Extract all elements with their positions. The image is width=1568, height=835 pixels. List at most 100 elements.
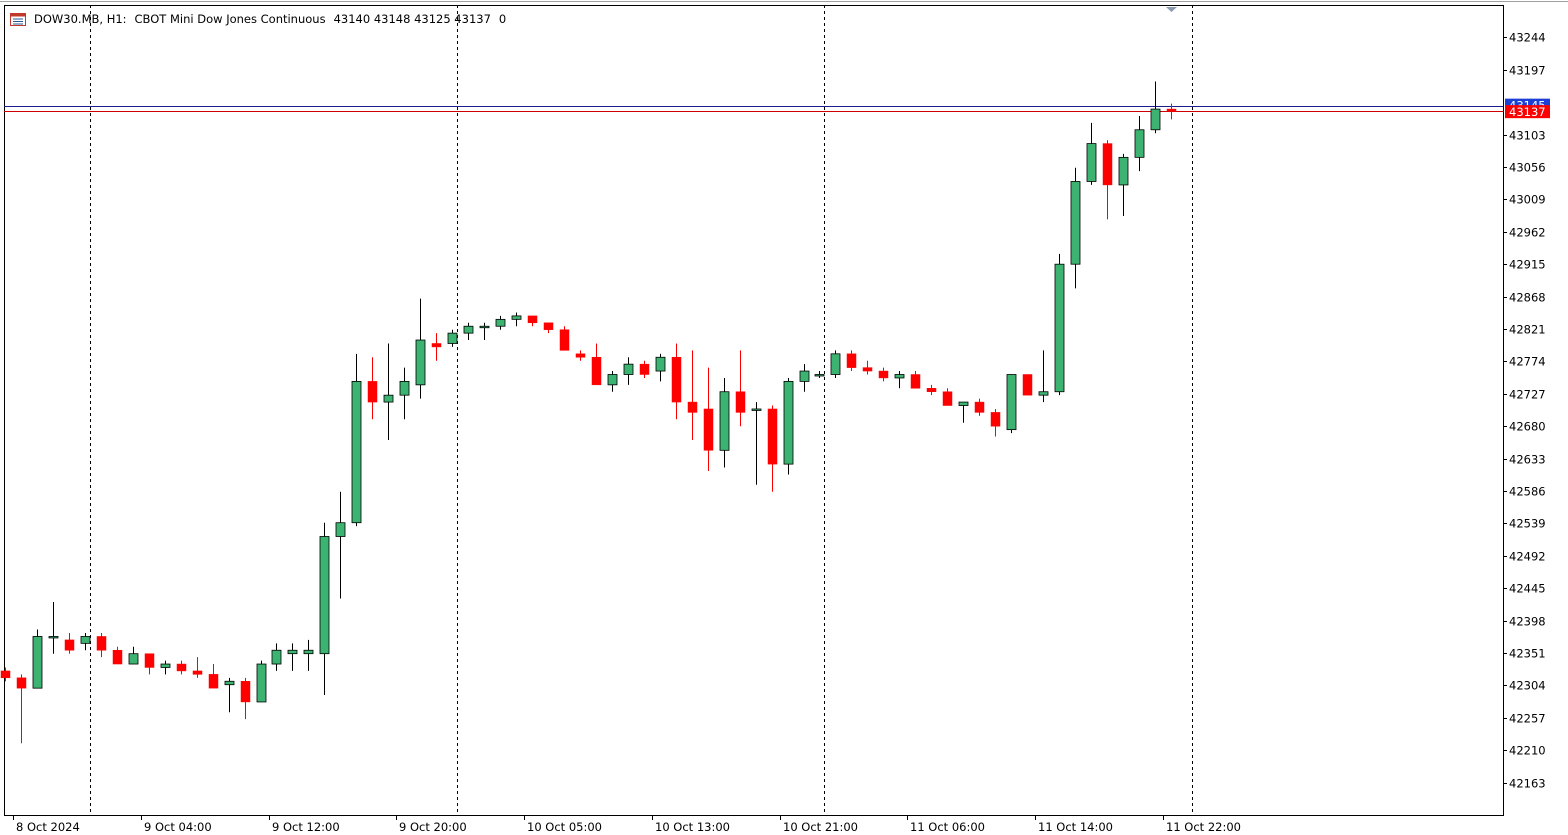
candle bbox=[1118, 153, 1129, 216]
chart-window-icon bbox=[10, 12, 26, 26]
candle bbox=[144, 653, 155, 675]
candle bbox=[894, 371, 905, 389]
candle bbox=[48, 601, 59, 654]
candle-body bbox=[96, 636, 107, 651]
time-tick-label: 9 Oct 04:00 bbox=[144, 820, 212, 834]
candle-body bbox=[511, 315, 522, 320]
candle-body bbox=[783, 380, 794, 465]
instrument-name: CBOT Mini Dow Jones Continuous bbox=[134, 12, 326, 26]
candle bbox=[383, 343, 394, 440]
candle-body bbox=[687, 401, 698, 413]
candle-body bbox=[910, 374, 921, 389]
candle bbox=[543, 322, 554, 334]
candle bbox=[814, 371, 825, 378]
candle bbox=[783, 377, 794, 475]
candle-body bbox=[48, 636, 59, 639]
candle-body bbox=[367, 381, 378, 403]
candle bbox=[1022, 374, 1033, 396]
candle bbox=[767, 405, 778, 492]
shift-marker-icon[interactable] bbox=[1166, 7, 1177, 12]
candle-body bbox=[303, 649, 314, 655]
price-tick-label: 43056 bbox=[1509, 161, 1546, 175]
candle-body bbox=[751, 408, 762, 411]
candle bbox=[830, 350, 841, 378]
time-tick-label: 9 Oct 12:00 bbox=[272, 820, 340, 834]
candle-body bbox=[160, 663, 171, 668]
price-axis[interactable]: 43244 43197 43103 43056 43009 42962 42915 42868… bbox=[1503, 31, 1546, 791]
candle bbox=[208, 664, 219, 689]
candle-body bbox=[894, 374, 905, 379]
candle-body bbox=[112, 649, 123, 665]
candle bbox=[192, 657, 203, 678]
candle bbox=[0, 667, 11, 682]
candle-body bbox=[814, 374, 825, 377]
candle bbox=[926, 384, 937, 396]
candle bbox=[1166, 103, 1177, 120]
candle bbox=[799, 364, 810, 392]
candle-body bbox=[1038, 391, 1049, 396]
candle bbox=[335, 491, 346, 599]
candle bbox=[1006, 374, 1017, 434]
candle bbox=[431, 333, 442, 361]
candle bbox=[1102, 140, 1113, 220]
candle-body bbox=[383, 394, 394, 403]
candle-body bbox=[176, 663, 187, 672]
candle bbox=[367, 357, 378, 420]
time-tick-label: 10 Oct 05:00 bbox=[527, 820, 602, 834]
candle-body bbox=[830, 353, 841, 375]
price-tick-label: 42774 bbox=[1509, 355, 1546, 369]
candle-body bbox=[240, 681, 251, 703]
price-tick-label: 42962 bbox=[1509, 226, 1546, 240]
candle-body bbox=[80, 636, 91, 644]
candle-body bbox=[431, 343, 442, 348]
candle bbox=[128, 646, 139, 665]
price-tick-label: 42492 bbox=[1509, 550, 1546, 564]
candle-body bbox=[256, 663, 267, 703]
candle bbox=[942, 388, 953, 406]
candle bbox=[32, 629, 43, 689]
candle bbox=[862, 360, 873, 375]
candle-body bbox=[1102, 143, 1113, 186]
candle-body bbox=[623, 363, 634, 375]
candle bbox=[655, 353, 666, 382]
candle-body bbox=[415, 339, 426, 386]
price-tick-label: 42445 bbox=[1509, 582, 1546, 596]
candle-body bbox=[591, 357, 602, 386]
candle-body bbox=[1070, 181, 1081, 265]
chart-frame bbox=[0, 1, 1568, 816]
candle-body bbox=[287, 649, 298, 655]
price-tick-label: 42398 bbox=[1509, 615, 1546, 629]
bid-label-bg bbox=[1505, 105, 1550, 119]
candle-body bbox=[463, 325, 474, 334]
price-tick-label: 42304 bbox=[1509, 679, 1546, 693]
candle bbox=[751, 402, 762, 485]
time-tick-label: 11 Oct 22:00 bbox=[1166, 820, 1241, 834]
volume-value: 0 bbox=[498, 12, 507, 26]
bid-ask-lines bbox=[4, 106, 1503, 112]
candle-body bbox=[16, 677, 27, 689]
candle bbox=[671, 343, 682, 420]
candle bbox=[479, 322, 490, 341]
price-tick-label: 43103 bbox=[1509, 129, 1546, 143]
candle-body bbox=[271, 649, 282, 665]
candle bbox=[703, 367, 714, 472]
candle bbox=[591, 343, 602, 386]
candle-body bbox=[990, 412, 1001, 427]
candle-body bbox=[144, 653, 155, 668]
time-tick-label: 10 Oct 13:00 bbox=[655, 820, 730, 834]
candles bbox=[0, 81, 1177, 744]
candle bbox=[735, 350, 746, 427]
price-tick-label: 42633 bbox=[1509, 453, 1546, 467]
time-axis[interactable]: 8 Oct 2024 9 Oct 04:00 9 Oct 12:00 9 Oct 20… bbox=[13, 815, 1241, 834]
bid-price-label: 43137 bbox=[1505, 105, 1550, 119]
plot-border bbox=[4, 5, 1504, 816]
candle bbox=[1054, 253, 1065, 396]
candle-body bbox=[735, 391, 746, 413]
candle-body bbox=[447, 332, 458, 344]
candle-body bbox=[64, 639, 75, 651]
candle-body bbox=[1118, 156, 1129, 186]
candle bbox=[112, 646, 123, 665]
candle-body bbox=[128, 653, 139, 665]
